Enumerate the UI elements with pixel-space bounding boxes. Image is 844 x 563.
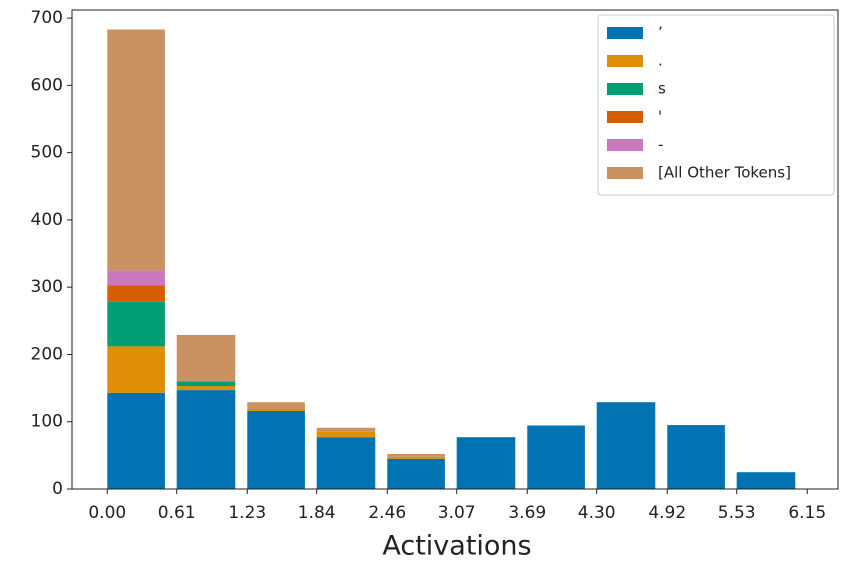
bar-segment <box>736 472 796 489</box>
bar-segment <box>107 301 165 347</box>
x-tick-label: 4.30 <box>578 503 616 523</box>
bar-segment <box>527 425 585 426</box>
bar-segment <box>316 427 376 432</box>
legend-box <box>597 14 835 196</box>
x-tick-label: 0.00 <box>88 503 126 523</box>
legend-label: ' <box>658 108 662 126</box>
bar-segment <box>247 408 305 411</box>
bar-segment <box>387 458 445 489</box>
y-tick-label: 0 <box>52 479 63 499</box>
x-tick-label: 5.53 <box>718 503 756 523</box>
legend-label: - <box>658 136 663 154</box>
legend-swatch <box>607 111 643 123</box>
bar-segment <box>107 346 165 393</box>
bar-segment <box>596 402 656 489</box>
x-tick-label: 1.23 <box>228 503 266 523</box>
y-tick-label: 700 <box>31 8 63 28</box>
bar-segment <box>107 270 165 286</box>
y-tick-label: 100 <box>31 412 63 432</box>
bar-segment <box>176 386 236 391</box>
y-tick-label: 200 <box>31 344 63 364</box>
x-tick-label: 4.92 <box>648 503 686 523</box>
bar-segment <box>247 410 305 489</box>
x-axis-label: Activations <box>382 531 531 562</box>
legend-label: . <box>658 52 663 70</box>
y-tick-label: 600 <box>31 75 63 95</box>
y-tick-label: 300 <box>31 277 63 297</box>
legend-swatch <box>607 167 643 179</box>
bar-segment <box>456 437 516 489</box>
bar-segment <box>387 454 445 457</box>
bar-segment <box>107 392 165 489</box>
legend-swatch <box>607 27 643 39</box>
bar-segment <box>176 381 236 387</box>
y-tick-label: 500 <box>31 143 63 163</box>
legend-swatch <box>607 55 643 67</box>
bar-segment <box>387 456 445 459</box>
legend-label: s <box>658 80 666 98</box>
bar-segment <box>107 29 165 271</box>
bar-segment <box>176 390 236 489</box>
y-tick-label: 400 <box>31 210 63 230</box>
bar-segment <box>667 425 725 489</box>
bar-segment <box>107 285 165 302</box>
legend-label: ’ <box>658 24 663 42</box>
bar-segment <box>527 425 585 489</box>
x-tick-label: 1.84 <box>298 503 336 523</box>
bar-segment <box>176 334 236 382</box>
x-tick-label: 2.46 <box>368 503 406 523</box>
x-tick-label: 3.69 <box>508 503 546 523</box>
legend-swatch <box>607 139 643 151</box>
legend-swatch <box>607 83 643 95</box>
bar-segment <box>247 402 305 409</box>
bar-segment <box>316 431 376 438</box>
x-tick-label: 3.07 <box>438 503 476 523</box>
plot-frame <box>71 9 839 490</box>
x-tick-label: 6.15 <box>788 503 826 523</box>
x-tick-label: 0.61 <box>158 503 196 523</box>
legend-label: [All Other Tokens] <box>658 164 791 182</box>
bar-segment <box>316 437 376 489</box>
